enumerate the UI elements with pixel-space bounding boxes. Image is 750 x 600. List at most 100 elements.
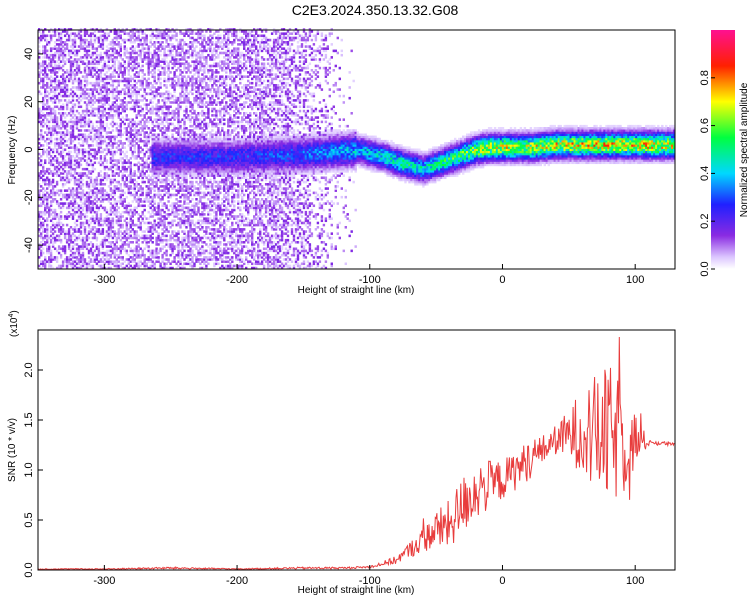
heatmap-cell xyxy=(141,109,144,113)
heatmap-cell xyxy=(38,228,41,231)
heatmap-cell xyxy=(177,163,180,167)
heatmap-cell xyxy=(151,167,154,171)
heatmap-cell xyxy=(149,146,152,149)
heatmap-cell xyxy=(91,114,95,117)
heatmap-cell xyxy=(165,226,168,229)
heatmap-cell xyxy=(135,234,138,238)
heatmap-cell xyxy=(49,133,53,137)
heatmap-cell xyxy=(149,161,152,165)
heatmap-cell xyxy=(95,36,99,40)
heatmap-cell xyxy=(117,174,120,177)
heatmap-cell xyxy=(147,178,150,182)
heatmap-cell xyxy=(153,262,156,266)
heatmap-cell xyxy=(75,258,79,261)
heatmap-cell xyxy=(167,161,170,165)
heatmap-cell xyxy=(65,195,69,199)
heatmap-cell xyxy=(147,200,150,203)
heatmap-cell xyxy=(91,245,95,248)
heatmap-cell xyxy=(51,112,55,115)
heatmap-cell xyxy=(183,170,186,173)
heatmap-cell xyxy=(59,28,63,31)
heatmap-cell xyxy=(153,148,156,152)
heatmap-cell xyxy=(151,109,154,113)
heatmap-cell xyxy=(49,99,53,102)
heatmap-cell xyxy=(69,109,73,113)
heatmap-cell xyxy=(89,159,93,162)
heatmap-cell xyxy=(93,180,97,184)
heatmap-cell xyxy=(61,30,65,33)
heatmap-cell xyxy=(163,157,166,160)
heatmap-cell xyxy=(81,195,85,199)
heatmap-cell xyxy=(38,73,41,76)
heatmap-cell xyxy=(63,30,67,33)
heatmap-cell xyxy=(51,178,55,182)
heatmap-cell xyxy=(157,47,160,50)
heatmap-cell xyxy=(55,266,59,270)
heatmap-cell xyxy=(167,96,170,100)
heatmap-cell xyxy=(55,148,59,152)
heatmap-cell xyxy=(55,150,59,154)
heatmap-cell xyxy=(91,47,95,50)
heatmap-cell xyxy=(141,217,144,220)
heatmap-cell xyxy=(157,187,160,190)
heatmap-cell xyxy=(69,131,73,134)
heatmap-cell xyxy=(99,144,103,147)
heatmap-cell xyxy=(157,75,160,78)
heatmap-cell xyxy=(147,73,150,76)
heatmap-cell xyxy=(79,247,83,251)
heatmap-cell xyxy=(135,105,138,109)
heatmap-cell xyxy=(105,122,109,126)
heatmap-cell xyxy=(55,180,59,184)
heatmap-cell xyxy=(169,221,172,225)
heatmap-cell xyxy=(65,213,69,216)
heatmap-cell xyxy=(123,191,126,195)
heatmap-cell xyxy=(53,198,57,201)
heatmap-cell xyxy=(153,176,156,180)
heatmap-cell xyxy=(75,64,79,68)
heatmap-cell xyxy=(49,127,53,130)
heatmap-cell xyxy=(81,221,85,225)
heatmap-cell xyxy=(157,260,160,263)
heatmap-cell xyxy=(139,157,142,160)
heatmap-cell xyxy=(63,170,67,173)
heatmap-cell xyxy=(103,195,107,199)
heatmap-cell xyxy=(119,148,122,152)
heatmap-cell xyxy=(99,99,103,102)
heatmap-cell xyxy=(189,131,192,134)
heatmap-cell xyxy=(57,215,61,218)
heatmap-cell xyxy=(137,152,140,156)
heatmap-cell xyxy=(133,260,136,263)
heatmap-cell xyxy=(59,51,63,55)
heatmap-cell xyxy=(149,167,152,171)
heatmap-cell xyxy=(69,92,73,96)
heatmap-cell xyxy=(109,243,113,246)
heatmap-cell xyxy=(46,202,49,205)
heatmap-cell xyxy=(151,260,154,263)
heatmap-cell xyxy=(163,131,166,134)
heatmap-cell xyxy=(103,86,107,89)
heatmap-cell xyxy=(131,92,134,96)
heatmap-cell xyxy=(189,103,192,106)
heatmap-cell xyxy=(147,109,150,113)
heatmap-cell xyxy=(93,191,97,195)
heatmap-cell xyxy=(155,249,158,253)
heatmap-cell xyxy=(113,41,116,44)
heatmap-cell xyxy=(185,127,188,130)
heatmap-cell xyxy=(191,43,194,46)
heatmap-cell xyxy=(121,236,124,240)
heatmap-cell xyxy=(111,92,115,96)
heatmap-cell xyxy=(107,221,111,225)
heatmap-cell xyxy=(191,249,194,253)
heatmap-cell xyxy=(129,51,132,55)
heatmap-cell xyxy=(51,185,55,188)
heatmap-cell xyxy=(81,112,85,115)
heatmap-cell xyxy=(119,213,122,216)
heatmap-cell xyxy=(103,198,107,201)
heatmap-cell xyxy=(137,262,140,266)
heatmap-cell xyxy=(125,66,128,70)
heatmap-cell xyxy=(89,251,93,255)
heatmap-cell xyxy=(175,163,178,167)
heatmap-cell xyxy=(61,176,65,180)
heatmap-cell xyxy=(143,208,146,212)
heatmap-cell xyxy=(49,159,53,162)
